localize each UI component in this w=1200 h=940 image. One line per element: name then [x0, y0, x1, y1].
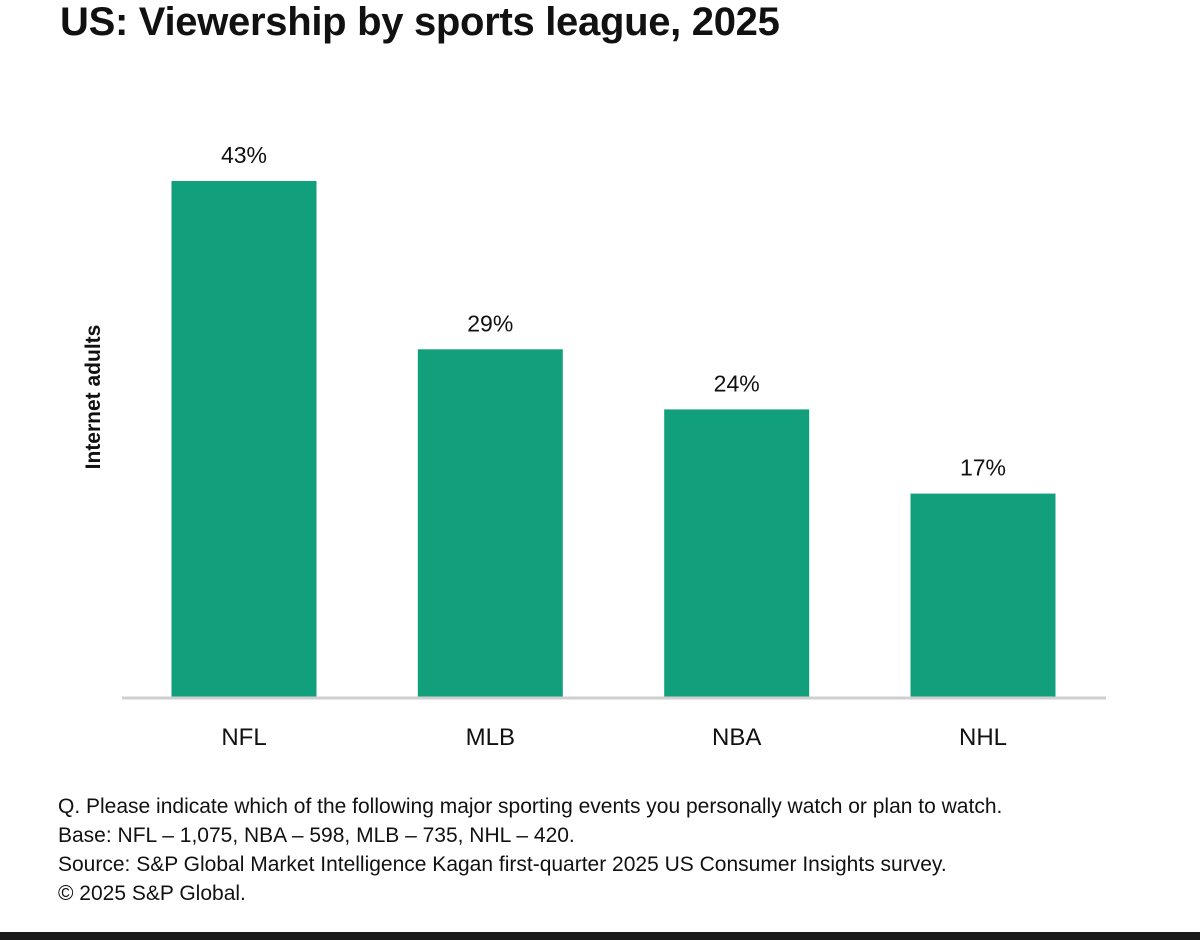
- x-tick-label-nfl: NFL: [221, 724, 266, 751]
- data-label-mlb: 29%: [467, 310, 513, 336]
- x-tick-label-mlb: MLB: [466, 724, 515, 751]
- x-tick-label-nba: NBA: [712, 724, 761, 751]
- chart-title: US: Viewership by sports league, 2025: [60, 0, 780, 44]
- footnote-question: Q. Please indicate which of the followin…: [58, 795, 1003, 818]
- bar-nfl: [171, 181, 317, 698]
- y-axis-label: Internet adults: [82, 325, 105, 470]
- footnote-source: Source: S&P Global Market Intelligence K…: [58, 853, 947, 876]
- x-tick-label-nhl: NHL: [959, 724, 1007, 751]
- bar-chart: Internet adults 43% NFL 29% MLB 24% NBA 17% NHL: [82, 142, 1106, 751]
- chart-footnotes: Q. Please indicate which of the followin…: [58, 792, 1168, 908]
- bar-mlb: [417, 349, 563, 698]
- data-label-nhl: 17%: [960, 455, 1006, 481]
- data-label-nba: 24%: [714, 370, 760, 396]
- data-label-nfl: 43%: [221, 142, 267, 168]
- footnote-copyright: © 2025 S&P Global.: [58, 882, 246, 905]
- bottom-edge-bar: [0, 932, 1200, 940]
- bar-nba: [664, 409, 810, 698]
- bars-layer: 43% NFL 29% MLB 24% NBA 17% NHL: [171, 142, 1056, 751]
- bar-nhl: [910, 493, 1056, 698]
- footnote-base: Base: NFL – 1,075, NBA – 598, MLB – 735,…: [58, 824, 575, 847]
